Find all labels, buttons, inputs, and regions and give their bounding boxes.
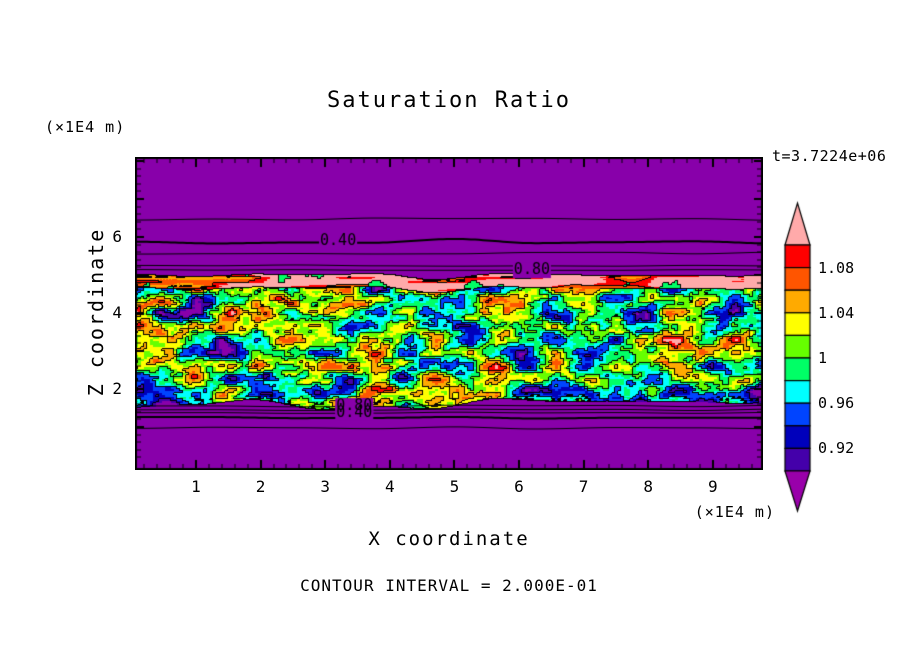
colorbar-tick-label: 1.08 (818, 258, 855, 277)
x-tick-label: 6 (514, 477, 524, 496)
chart-title: Saturation Ratio (327, 88, 571, 113)
x-tick-label: 2 (255, 477, 266, 496)
x-tick-label: 9 (707, 477, 718, 496)
z-tick-label: 6 (112, 227, 122, 246)
x-axis-unit-label: (×1E4 m) (694, 503, 775, 521)
colorbar-canvas (778, 193, 904, 523)
z-tick-label: 4 (112, 303, 122, 322)
contour-interval-note: CONTOUR INTERVAL = 2.000E-01 (300, 576, 598, 595)
colorbar-tick-label: 0.96 (818, 394, 855, 413)
z-tick-label: 2 (112, 379, 122, 398)
colorbar-tick-label: 1 (818, 349, 828, 367)
colorbar-tick-label: 1.04 (818, 303, 855, 322)
contour-plot-canvas (135, 157, 763, 470)
time-annotation: t=3.7224e+06 (772, 147, 887, 165)
x-axis-title: X coordinate (368, 528, 530, 550)
x-tick-label: 1 (191, 477, 201, 496)
x-tick-label: 7 (578, 477, 589, 496)
colorbar-tick-label: 0.92 (818, 439, 855, 458)
x-tick-label: 8 (643, 477, 653, 496)
x-tick-label: 5 (449, 477, 460, 496)
z-axis-unit-label: (×1E4 m) (45, 118, 126, 136)
x-tick-label: 4 (384, 477, 395, 496)
x-tick-label: 3 (320, 477, 330, 496)
